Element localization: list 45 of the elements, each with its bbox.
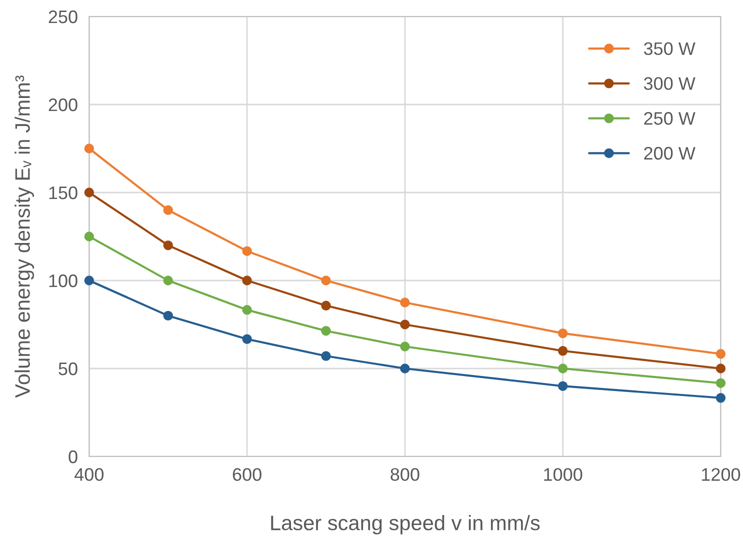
y-tick-label: 250: [48, 10, 78, 24]
point: [321, 326, 331, 336]
x-tick-label: 600: [232, 468, 262, 481]
point: [716, 378, 726, 388]
point: [163, 276, 173, 286]
point: [242, 334, 252, 344]
point: [716, 393, 726, 403]
point: [242, 305, 252, 315]
point: [321, 351, 331, 361]
point: [400, 320, 410, 330]
legend-label: 250 W: [644, 112, 696, 125]
point: [558, 364, 568, 374]
point: [163, 240, 173, 250]
point: [163, 205, 173, 215]
point: [84, 276, 94, 286]
y-tick-label: 50: [58, 362, 78, 376]
legend-label: 300 W: [644, 77, 696, 90]
x-tick-label: 1000: [544, 468, 582, 481]
y-axis-title: Volume energy density Eᵥ in J/mm³: [14, 76, 34, 398]
point: [558, 328, 568, 338]
point: [400, 364, 410, 374]
x-tick-label: 400: [74, 468, 104, 481]
point: [400, 298, 410, 308]
legend-label: 350 W: [644, 42, 696, 56]
point: [558, 381, 568, 391]
y-tick-label: 150: [49, 186, 78, 200]
point: [84, 188, 94, 198]
point: [242, 246, 252, 256]
point: [84, 232, 94, 242]
point: [400, 342, 410, 352]
point: [163, 310, 173, 321]
legend-label: 200 W: [644, 146, 696, 160]
x-axis-title: Laser scang speed v in mm/s: [271, 515, 540, 534]
y-tick-label: 200: [48, 98, 78, 112]
point: [716, 364, 726, 374]
y-tick-label: 100: [49, 274, 78, 288]
point: [716, 349, 726, 359]
x-tick-label: 800: [390, 468, 420, 481]
point: [558, 346, 568, 356]
point: [84, 144, 94, 154]
y-tick-label: 0: [68, 450, 78, 464]
x-tick-label: 1200: [702, 468, 740, 481]
point: [321, 300, 331, 311]
point: [321, 276, 331, 286]
point: [242, 276, 252, 286]
